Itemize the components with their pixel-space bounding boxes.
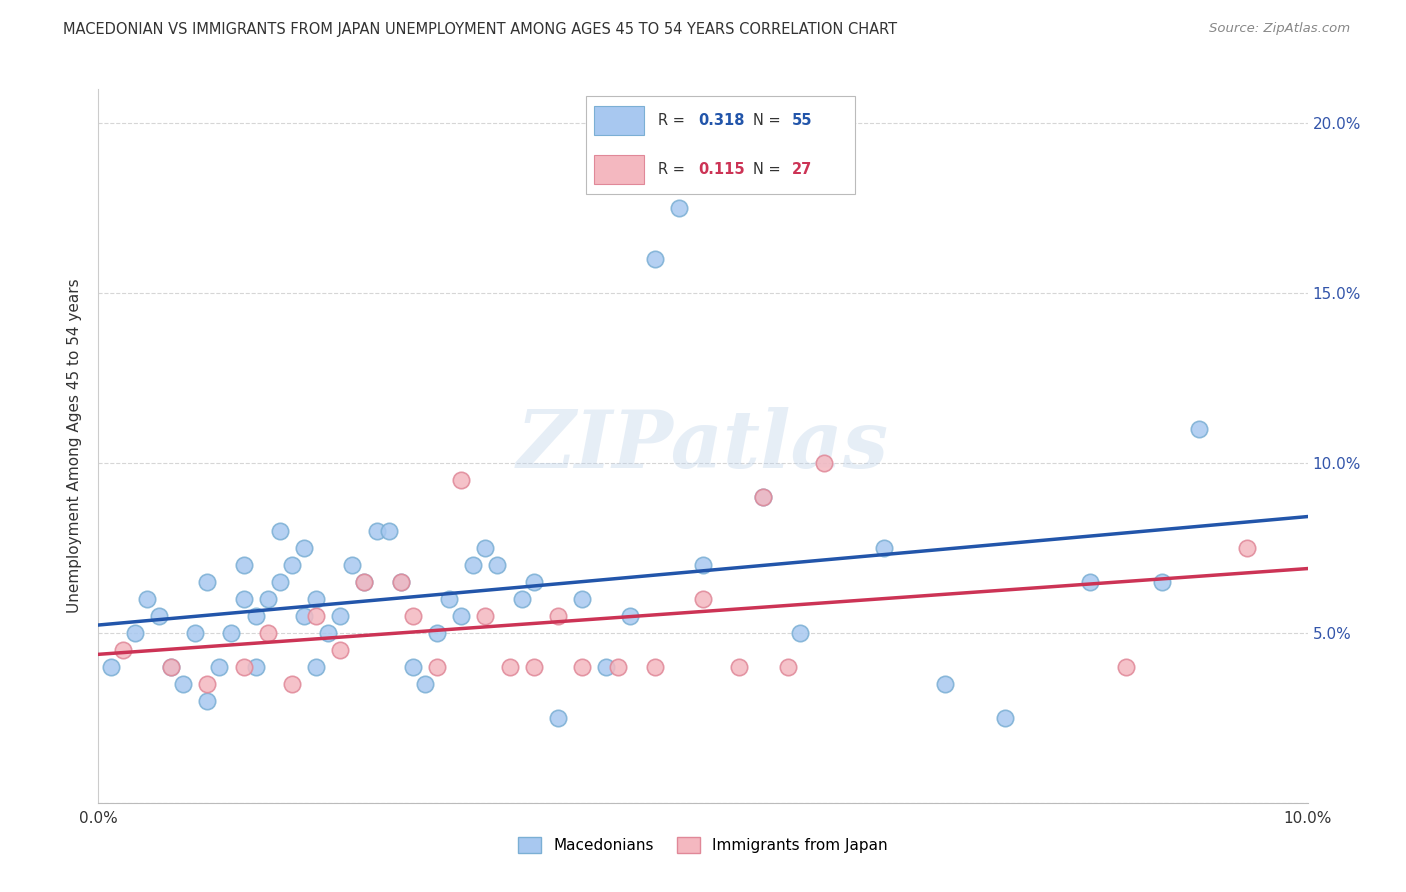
Point bbox=[523, 660, 546, 674]
Text: N =: N = bbox=[754, 162, 786, 178]
Text: 27: 27 bbox=[792, 162, 813, 178]
Point bbox=[195, 677, 218, 691]
Point bbox=[692, 591, 714, 606]
Point bbox=[245, 608, 267, 623]
Point bbox=[245, 660, 267, 674]
Point bbox=[221, 626, 243, 640]
Point bbox=[172, 677, 194, 691]
Point bbox=[547, 711, 569, 725]
Point bbox=[269, 524, 291, 538]
Text: R =: R = bbox=[658, 112, 689, 128]
Text: MACEDONIAN VS IMMIGRANTS FROM JAPAN UNEMPLOYMENT AMONG AGES 45 TO 54 YEARS CORRE: MACEDONIAN VS IMMIGRANTS FROM JAPAN UNEM… bbox=[63, 22, 897, 37]
Point bbox=[232, 558, 254, 572]
Point bbox=[474, 541, 496, 555]
Text: Source: ZipAtlas.com: Source: ZipAtlas.com bbox=[1209, 22, 1350, 36]
FancyBboxPatch shape bbox=[595, 106, 644, 135]
Point bbox=[692, 558, 714, 572]
Point bbox=[402, 608, 425, 623]
Point bbox=[292, 608, 315, 623]
Point bbox=[413, 677, 436, 691]
Point bbox=[232, 660, 254, 674]
Point bbox=[619, 608, 641, 623]
Point bbox=[124, 626, 146, 640]
Text: 0.115: 0.115 bbox=[699, 162, 745, 178]
Point bbox=[256, 591, 278, 606]
Point bbox=[450, 473, 472, 487]
FancyBboxPatch shape bbox=[595, 155, 644, 184]
Point bbox=[111, 643, 134, 657]
Point bbox=[789, 626, 811, 640]
Point bbox=[329, 643, 352, 657]
Point bbox=[148, 608, 170, 623]
Point bbox=[305, 591, 328, 606]
Point bbox=[292, 541, 315, 555]
Point bbox=[269, 574, 291, 589]
Point bbox=[426, 660, 449, 674]
Point bbox=[389, 574, 412, 589]
Point bbox=[377, 524, 399, 538]
Y-axis label: Unemployment Among Ages 45 to 54 years: Unemployment Among Ages 45 to 54 years bbox=[67, 278, 83, 614]
Point bbox=[873, 541, 896, 555]
Point bbox=[776, 660, 799, 674]
Point bbox=[305, 608, 328, 623]
Point bbox=[305, 660, 328, 674]
Point bbox=[607, 660, 630, 674]
Text: ZIPatlas: ZIPatlas bbox=[517, 408, 889, 484]
Point bbox=[547, 608, 569, 623]
Point bbox=[316, 626, 339, 640]
Text: N =: N = bbox=[754, 112, 786, 128]
Point bbox=[644, 252, 666, 266]
Point bbox=[437, 591, 460, 606]
Point bbox=[342, 558, 364, 572]
Point bbox=[486, 558, 509, 572]
Point bbox=[184, 626, 207, 640]
Point bbox=[281, 558, 304, 572]
Text: 55: 55 bbox=[792, 112, 813, 128]
Point bbox=[281, 677, 304, 691]
Text: 0.318: 0.318 bbox=[699, 112, 745, 128]
Point bbox=[450, 608, 472, 623]
Point bbox=[426, 626, 449, 640]
Point bbox=[100, 660, 122, 674]
Point bbox=[195, 574, 218, 589]
Legend: Macedonians, Immigrants from Japan: Macedonians, Immigrants from Japan bbox=[512, 831, 894, 859]
Text: R =: R = bbox=[658, 162, 689, 178]
Point bbox=[813, 456, 835, 470]
Point bbox=[329, 608, 352, 623]
Point bbox=[752, 490, 775, 504]
Point bbox=[523, 574, 546, 589]
Point bbox=[498, 660, 520, 674]
Point bbox=[1236, 541, 1258, 555]
Point bbox=[402, 660, 425, 674]
Point bbox=[728, 660, 751, 674]
Point bbox=[752, 490, 775, 504]
FancyBboxPatch shape bbox=[586, 95, 855, 194]
Point bbox=[195, 694, 218, 708]
Point bbox=[389, 574, 412, 589]
Point bbox=[353, 574, 375, 589]
Point bbox=[668, 201, 690, 215]
Point bbox=[571, 591, 593, 606]
Point bbox=[366, 524, 388, 538]
Point bbox=[463, 558, 485, 572]
Point bbox=[994, 711, 1017, 725]
Point bbox=[208, 660, 231, 674]
Point bbox=[135, 591, 157, 606]
Point bbox=[510, 591, 533, 606]
Point bbox=[1078, 574, 1101, 589]
Point bbox=[1188, 422, 1211, 436]
Point bbox=[160, 660, 183, 674]
Point bbox=[934, 677, 956, 691]
Point bbox=[1115, 660, 1137, 674]
Point bbox=[256, 626, 278, 640]
Point bbox=[353, 574, 375, 589]
Point bbox=[595, 660, 617, 674]
Point bbox=[1152, 574, 1174, 589]
Point bbox=[160, 660, 183, 674]
Point bbox=[474, 608, 496, 623]
Point bbox=[232, 591, 254, 606]
Point bbox=[644, 660, 666, 674]
Point bbox=[571, 660, 593, 674]
